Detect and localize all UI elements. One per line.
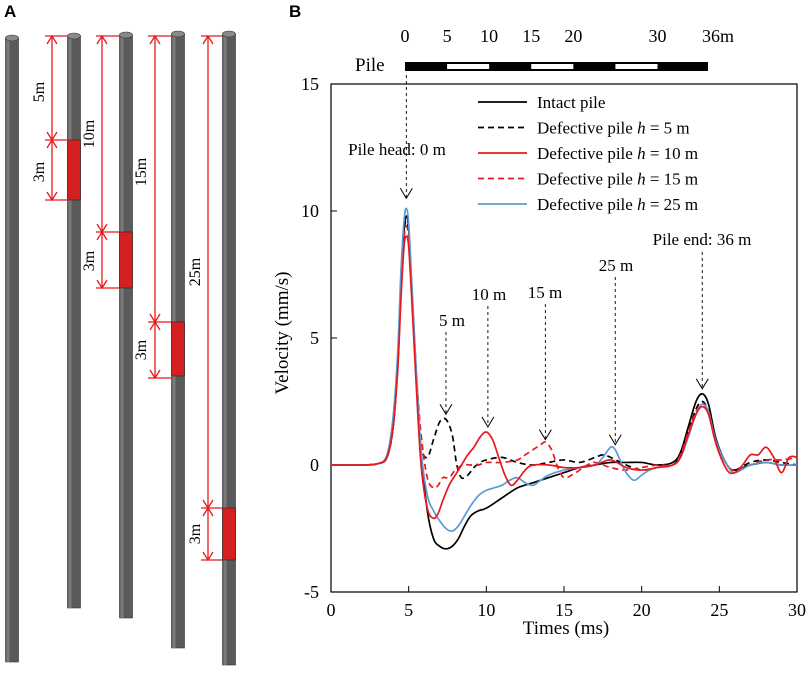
legend-entry: Defective pile h = 25 m [537,195,698,214]
defect-label-4: 3m [187,523,204,544]
legend-entry: Intact pile [537,93,605,112]
y-tick-label: 5 [310,328,319,348]
depth-label-15m: 15m [133,157,150,186]
defect-dimension-1-head-top [46,138,58,149]
y-tick-label: 10 [301,201,319,221]
pile [5,34,19,663]
annotation-arrowhead [608,434,622,446]
pile [222,30,236,666]
x-tick-label: 30 [788,600,806,620]
pile [67,32,81,609]
annotation-label: Pile end: 36 m [653,230,752,249]
pile-top-cap [67,32,81,40]
y-tick-label: 0 [310,455,319,475]
defect-label-3: 3m [133,339,150,360]
pile-bar-tick-label: 30 [649,26,667,46]
annotation-arrowhead [481,416,495,428]
annotation-label: 15 m [528,283,562,302]
defect-label-1: 3m [31,161,48,182]
pile-top-cap [119,31,133,39]
y-tick-label: -5 [304,582,319,602]
pile-highlight [223,34,227,665]
annotation-label: Pile head: 0 m [348,140,446,159]
legend: Intact pile Defective pile h = 5 m Defecti… [478,93,698,214]
pile-bar-segment [615,64,658,69]
pile-bar-segment [531,64,574,69]
depth-label-25m: 25m [187,257,204,286]
pile-highlight [120,35,124,618]
pile-highlight [6,38,10,662]
depth-label-5m: 5m [31,81,48,102]
pile-bar-segment [447,64,490,69]
annotation-label: 10 m [472,285,506,304]
defect-label-2: 3m [81,250,98,271]
x-tick-label: 5 [404,600,413,620]
series-line [330,215,798,550]
panel-b-letter: B [289,2,301,21]
panel-a-letter: A [4,2,16,21]
annotation-label: 25 m [599,256,633,275]
pile-scale-bar: Pile 0 5 10 15 20 30 36m [355,26,734,76]
velocity-chart: 0 5 10 15 20 25 30 -5 0 5 10 15 Pile head: 0 m 5 m 10… [272,74,806,639]
series-line [330,225,798,490]
pile-bar-tick-label: 10 [480,26,498,46]
y-axis-title: Velocity (mm/s) [272,272,293,395]
annotation-arrowhead [695,378,709,390]
defect-dimension-2-head-top [96,230,108,241]
defect-segment [171,321,185,377]
defect-dimension-3-head-top [149,320,161,331]
annotation-arrowhead [439,403,453,416]
x-tick-label: 25 [710,600,728,620]
series-line [330,220,798,480]
legend-entry: Defective pile h = 10 m [537,144,698,163]
pile-illustration: 5m 3m 10m 3m 15m 3m 25m 3m [5,30,236,666]
annotation-arrowhead [399,188,413,200]
x-tick-label: 15 [555,600,573,620]
y-tick-label: 15 [301,74,319,94]
defect-dimension-4-head-top [202,506,214,517]
pile-bar-label: Pile [355,55,385,76]
defect-segment [67,139,81,201]
legend-entry: Defective pile h = 15 m [537,170,698,189]
pile-bar-tick-label: 0 [401,26,410,46]
annotation-arrowhead [538,429,552,441]
series-line [330,235,798,520]
defect-segment [222,507,236,561]
pile-bar-tick-label: 36m [702,26,734,46]
x-tick-label: 0 [327,600,336,620]
pile-top-cap [171,30,185,38]
defect-segment [119,231,133,289]
pile-bar-tick-label: 20 [564,26,582,46]
pile [119,31,133,619]
pile [171,30,185,649]
x-tick-label: 10 [477,600,495,620]
depth-label-10m: 10m [81,119,98,148]
pile-bar-tick-label: 5 [443,26,452,46]
pile-top-cap [5,34,19,42]
x-tick-label: 20 [633,600,651,620]
annotation-label: 5 m [439,311,465,330]
pile-highlight [68,36,72,608]
pile-bar-tick-label: 15 [522,26,540,46]
legend-entry: Defective pile h = 5 m [537,119,690,138]
x-axis-title: Times (ms) [523,618,609,639]
series-line [330,207,798,532]
pile-top-cap [222,30,236,38]
